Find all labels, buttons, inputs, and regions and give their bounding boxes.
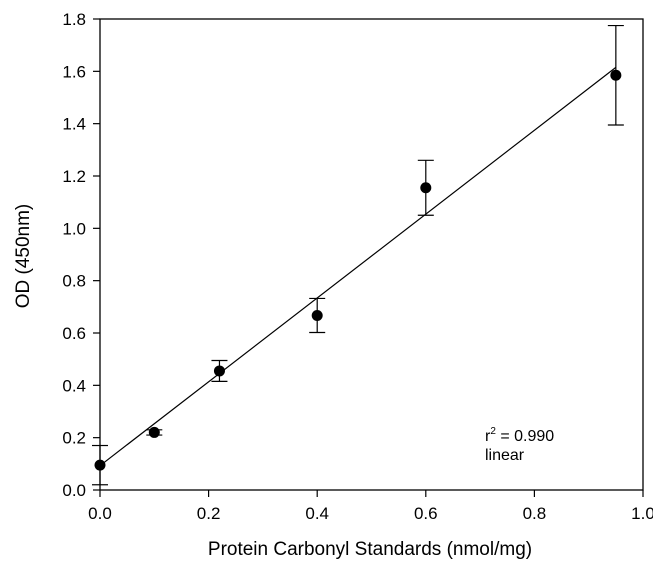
r-label: r	[485, 428, 491, 445]
y-tick-label: 1.8	[62, 10, 86, 29]
data-points	[94, 69, 622, 471]
y-tick-label: 0.6	[62, 324, 86, 343]
y-tick-label: 0.2	[62, 429, 86, 448]
data-point	[148, 426, 160, 438]
fit-annotation: r2 = 0.990 linear	[485, 426, 554, 464]
data-point	[213, 365, 225, 377]
r-squared-label: r2 = 0.990	[485, 426, 554, 445]
y-tick-label: 1.6	[62, 62, 86, 81]
x-axis-ticks: 0.0 0.2 0.4 0.6 0.8 1.0	[88, 490, 653, 523]
r-superscript: 2	[490, 426, 496, 437]
linear-fit-line	[99, 66, 617, 467]
y-tick-label: 1.2	[62, 167, 86, 186]
r-squared-value: = 0.990	[496, 428, 554, 445]
y-axis-ticks: 0.0 0.2 0.4 0.6 0.8 1.0 1.2 1.4 1.6 1.8	[62, 10, 100, 500]
error-bars	[92, 24, 624, 486]
data-point	[94, 459, 106, 471]
plot-border	[99, 18, 644, 491]
y-tick-label: 0.4	[62, 376, 86, 395]
y-tick-label: 1.4	[62, 115, 86, 134]
x-tick-label: 0.2	[197, 504, 221, 523]
data-point	[420, 182, 432, 194]
fit-line-layer	[99, 66, 617, 467]
x-tick-label: 0.8	[523, 504, 547, 523]
data-point	[610, 69, 622, 81]
plot-frame	[99, 18, 644, 491]
y-tick-label: 0.8	[62, 272, 86, 291]
x-tick-label: 1.0	[631, 504, 653, 523]
x-tick-label: 0.4	[305, 504, 329, 523]
y-tick-label: 0.0	[62, 481, 86, 500]
y-tick-label: 1.0	[62, 219, 86, 238]
fit-type-label: linear	[485, 447, 525, 464]
data-point	[311, 309, 323, 321]
x-tick-label: 0.6	[414, 504, 438, 523]
y-axis-title: OD (450nm)	[13, 204, 34, 309]
x-tick-label: 0.0	[88, 504, 112, 523]
x-axis-title: Protein Carbonyl Standards (nmol/mg)	[208, 539, 532, 560]
